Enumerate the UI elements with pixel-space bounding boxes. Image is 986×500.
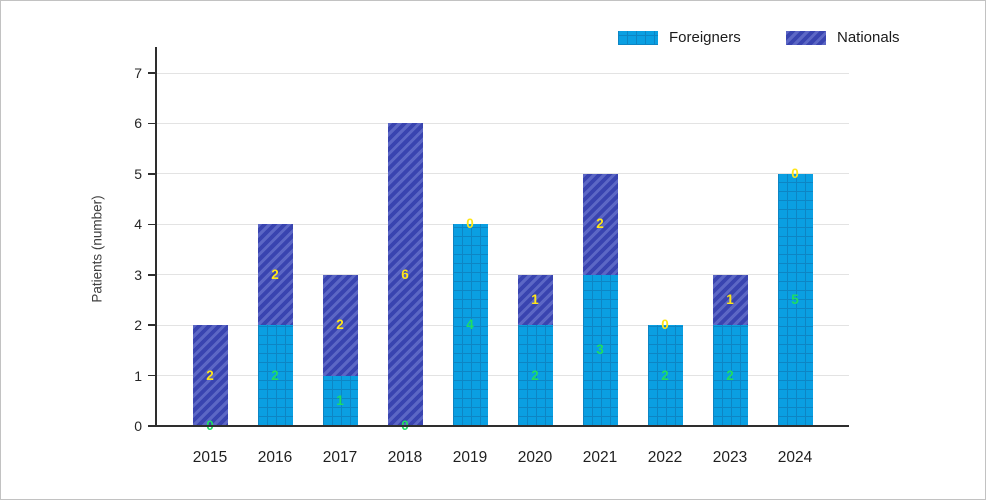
value-label-nationals: 1 — [531, 291, 539, 307]
y-tick-label: 4 — [134, 216, 142, 233]
bar-segment-nationals[interactable] — [322, 274, 358, 376]
value-label-nationals: 1 — [726, 291, 734, 307]
bar-segment-foreigners[interactable] — [582, 274, 618, 426]
value-label-foreigners: 2 — [661, 367, 669, 383]
value-label-nationals: 2 — [596, 216, 604, 232]
x-tick-label: 2020 — [517, 449, 553, 466]
y-tick-mark — [148, 72, 156, 74]
y-tick-mark — [148, 274, 156, 276]
legend-label-foreigners: Foreigners — [669, 29, 741, 46]
gridline — [156, 274, 849, 276]
value-label-nationals: 0 — [661, 317, 669, 333]
y-axis-title: Patients (number) — [89, 195, 105, 303]
value-label-nationals: 6 — [401, 266, 409, 282]
y-tick-label: 5 — [134, 165, 142, 182]
bar-segment-foreigners[interactable] — [452, 224, 488, 426]
value-label-foreigners: 4 — [466, 317, 474, 333]
value-label-foreigners: 1 — [336, 392, 344, 408]
y-tick-label: 7 — [134, 65, 142, 81]
value-label-nationals: 0 — [466, 216, 474, 232]
x-tick-label: 2023 — [712, 449, 748, 466]
y-tick-label: 1 — [134, 367, 142, 384]
bar-segment-nationals[interactable] — [582, 173, 618, 275]
x-tick-label: 2019 — [452, 449, 488, 466]
y-tick-label: 3 — [134, 266, 142, 283]
bar-segment-foreigners[interactable] — [517, 325, 553, 426]
x-tick-label: 2024 — [777, 449, 813, 466]
y-tick-mark — [148, 324, 156, 326]
bar-segment-foreigners[interactable] — [712, 325, 748, 426]
gridline — [156, 173, 849, 175]
value-label-foreigners: 2 — [726, 367, 734, 383]
x-tick-label: 2015 — [192, 449, 228, 466]
y-axis-line — [155, 47, 157, 427]
value-label-nationals: 2 — [271, 266, 279, 282]
x-tick-label: 2018 — [387, 449, 423, 466]
x-tick-label: 2017 — [322, 449, 358, 466]
value-label-foreigners: 2 — [271, 367, 279, 383]
y-tick-mark — [148, 173, 156, 175]
bar-segment-nationals[interactable] — [712, 274, 748, 326]
y-tick-mark — [148, 223, 156, 225]
gridline — [156, 375, 849, 377]
value-label-nationals: 2 — [206, 367, 214, 383]
legend-item-foreigners[interactable]: Foreigners — [618, 30, 741, 46]
foreigners-swatch-icon — [618, 31, 658, 45]
y-tick-mark — [148, 425, 156, 427]
y-tick-label: 2 — [134, 317, 142, 334]
gridline — [156, 122, 849, 124]
gridline — [156, 223, 849, 225]
value-label-foreigners: 5 — [791, 291, 799, 307]
nationals-swatch-icon — [786, 31, 826, 45]
value-label-foreigners: 3 — [596, 342, 604, 358]
value-label-nationals: 0 — [791, 165, 799, 181]
x-axis-line — [155, 425, 849, 427]
bar-segment-nationals[interactable] — [517, 274, 553, 326]
bar-segment-foreigners[interactable] — [257, 325, 293, 426]
bar-segment-nationals[interactable] — [257, 224, 293, 326]
bar-segment-nationals[interactable] — [192, 325, 228, 426]
legend-label-nationals: Nationals — [837, 29, 900, 46]
bar-segment-foreigners[interactable] — [647, 325, 683, 426]
y-tick-mark — [148, 374, 156, 377]
x-tick-label: 2021 — [582, 449, 618, 466]
y-tick-label: 6 — [134, 115, 142, 132]
value-label-foreigners: 2 — [531, 367, 539, 383]
value-label-nationals: 2 — [336, 317, 344, 333]
bar-segment-foreigners[interactable] — [322, 375, 358, 426]
bar-segment-nationals[interactable] — [387, 123, 423, 426]
legend-item-nationals[interactable]: Nationals — [786, 30, 900, 46]
gridline — [156, 72, 849, 74]
y-tick-label: 0 — [134, 418, 142, 434]
x-tick-label: 2022 — [647, 449, 683, 466]
x-tick-label: 2016 — [257, 449, 293, 466]
bar-segment-foreigners[interactable] — [777, 173, 813, 426]
y-tick-mark — [148, 122, 156, 125]
gridline — [156, 324, 849, 326]
